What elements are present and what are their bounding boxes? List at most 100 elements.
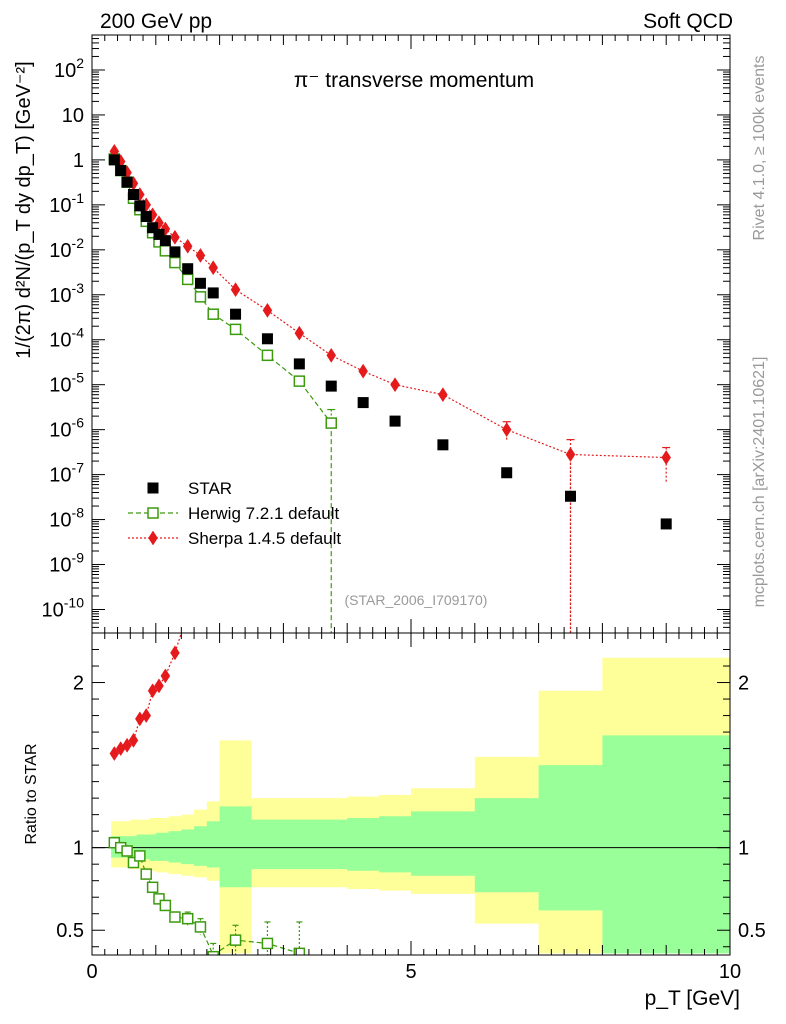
legend: STAR Herwig 7.2.1 default Sherpa 1.4.5 def… (128, 479, 341, 548)
ratio-y-tick-label-left: 1 (73, 838, 84, 860)
star-point (357, 397, 369, 409)
main-axes-layer: 10-1010-910-810-710-610-510-410-310-210-… (42, 34, 731, 634)
main-y-tick-label-exponent: -9 (72, 550, 85, 566)
ratio-herwig-point (134, 850, 146, 862)
legend-sherpa-marker (148, 530, 158, 546)
herwig-point (194, 291, 207, 303)
main-y-tick-label: 10-3 (49, 280, 84, 307)
herwig-point (159, 245, 172, 257)
main-title: π⁻ transverse momentum (294, 69, 534, 92)
legend-herwig-marker (147, 507, 159, 519)
star-point (134, 200, 146, 212)
star-point (194, 277, 206, 289)
ratio-y-tick-label-right: 0.5 (738, 920, 766, 942)
star-point (437, 439, 449, 451)
main-y-tick-label-exponent: 2 (76, 55, 84, 71)
herwig-point (229, 323, 242, 336)
ratio-sherpa-point (141, 708, 152, 724)
sherpa-point (195, 247, 206, 263)
ratio-herwig-point (140, 868, 152, 880)
main-y-tick-label-exponent: -3 (72, 280, 85, 296)
ratio-y-tick-label-right: 1 (738, 838, 749, 860)
star-point (153, 228, 165, 240)
header-left-label: 200 GeV pp (100, 10, 212, 33)
ratio-herwig-point (159, 899, 172, 912)
star-point (565, 490, 576, 502)
main-y-tick-label: 10-8 (49, 505, 84, 532)
star-point (660, 518, 672, 530)
sherpa-point (390, 377, 400, 393)
star-point (169, 246, 181, 258)
main-y-tick-label-exponent: -1 (72, 190, 85, 206)
sherpa-point (208, 260, 219, 276)
ratio-axes-layer: 0.5 0.5 1 1 2 2 0 5 10 (56, 633, 766, 983)
ratio-frame (91, 632, 731, 956)
ratio-herwig-point (169, 911, 181, 923)
main-y-tick-label: 10-4 (49, 325, 84, 352)
ratio-y-axis-label: Ratio to STAR (23, 743, 40, 844)
main-y-tick-label: 10-1 (49, 190, 84, 217)
main-y-tick-label-exponent: -8 (72, 505, 85, 521)
main-y-axis-label: 1/(2π) d²N/(p_T dy dp_T) [GeV⁻²] (13, 61, 35, 358)
ratio-sherpa-point (147, 683, 158, 699)
star-point (501, 467, 513, 479)
ratio-sherpa-point (154, 678, 164, 694)
ratio-y-tick-label-right: 2 (738, 673, 749, 695)
main-y-tick-label: 10-9 (49, 550, 84, 577)
main-panel: 10-1010-910-810-710-610-510-410-310-210-… (13, 34, 731, 634)
ratio-sherpa-point (128, 732, 139, 748)
sherpa-point (182, 238, 193, 254)
star-point (121, 176, 133, 188)
herwig-point (261, 349, 274, 362)
ratio-herwig-point (293, 947, 306, 955)
main-y-tick-label: 10-5 (49, 370, 84, 397)
star-point (159, 235, 171, 247)
ratio-herwig-point (127, 856, 140, 869)
herwig-point (207, 308, 219, 320)
legend-sherpa-label: Sherpa 1.4.5 default (188, 529, 341, 548)
ratio-sherpa-point (109, 746, 120, 762)
herwig-point (169, 256, 181, 269)
sherpa-point (262, 302, 273, 318)
ratio-sherpa-point (170, 645, 180, 661)
star-point (147, 222, 159, 234)
star-point (127, 189, 139, 201)
ratio-uncertainty-inner-band (111, 735, 730, 954)
mcplots-label: mcplots.cern.ch [arXiv:2401.10621] (751, 357, 768, 608)
ratio-sherpa-point (160, 668, 171, 684)
main-y-tick-label-exponent: -5 (72, 370, 85, 386)
ratio-herwig-point (207, 950, 219, 955)
ratio-herwig-point (153, 893, 165, 905)
x-tick-label: 0 (86, 961, 97, 983)
main-y-tick-label: 10 (62, 105, 84, 127)
ratio-data-layer (92, 633, 730, 955)
ratio-y-tick-label-left: 0.5 (56, 920, 84, 942)
main-y-tick-label-exponent: -10 (64, 594, 84, 610)
main-y-tick-label-exponent: -4 (72, 325, 85, 341)
legend-star-label: STAR (188, 479, 232, 498)
sherpa-point (170, 229, 180, 245)
main-y-tick-label: 10-10 (42, 594, 85, 621)
herwig-point (181, 273, 194, 286)
main-data-layer (108, 143, 672, 633)
sherpa-line (113, 151, 667, 459)
ratio-y-tick-label-left: 2 (73, 673, 84, 695)
main-y-tick-label-exponent: -7 (72, 460, 85, 476)
x-tick-label: 5 (405, 961, 416, 983)
main-y-tick-label-exponent: -6 (72, 415, 85, 431)
herwig-point (293, 375, 306, 387)
star-point (207, 287, 219, 299)
sherpa-point (294, 325, 305, 341)
star-point (230, 308, 242, 320)
ratio-panel: 0.5 0.5 1 1 2 2 0 5 10 Ratio to STAR p_T [GeV] (23, 632, 766, 1010)
rivet-version-label: Rivet 4.1.0, ≥ 100k events (751, 56, 768, 241)
sherpa-point (326, 347, 337, 363)
sherpa-point (501, 422, 512, 438)
star-point (261, 333, 273, 345)
star-point (389, 415, 401, 427)
x-tick-label: 10 (719, 961, 741, 983)
sherpa-point (438, 387, 448, 403)
x-axis-label: p_T [GeV] (645, 987, 740, 1010)
star-point (182, 263, 194, 275)
